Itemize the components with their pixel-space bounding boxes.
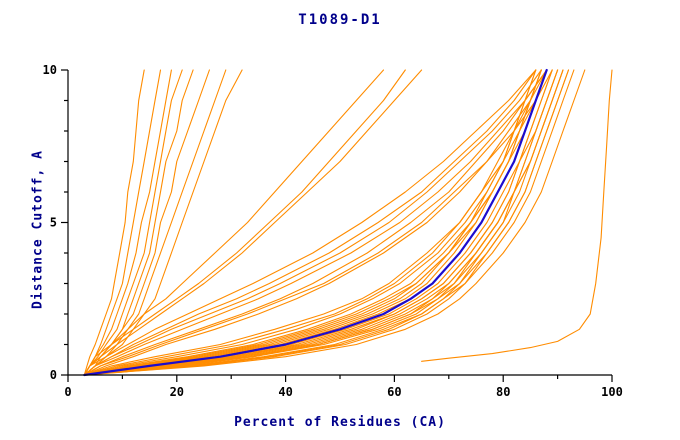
series-model-diag-03 (83, 69, 553, 376)
series-model-cluster-21 (83, 69, 586, 376)
x-tick-label: 0 (64, 385, 71, 399)
series-model-diag-05 (83, 69, 548, 376)
series-model-mid-01 (83, 69, 423, 376)
x-tick-label: 40 (278, 385, 292, 399)
series-model-left-01 (83, 69, 145, 376)
series-model-left-02 (83, 69, 162, 376)
y-tick-label: 0 (50, 368, 57, 382)
series-model-left-03 (83, 69, 172, 376)
series-model-left-07 (83, 69, 227, 376)
series-model-cluster-17 (83, 69, 570, 376)
series-model-mid-02 (83, 69, 385, 376)
series-model-left-06 (83, 69, 210, 376)
series-model-diag-07 (83, 69, 537, 376)
series-model-cluster-04 (83, 69, 542, 376)
series-model-cluster-18 (83, 69, 559, 376)
y-tick-label: 5 (50, 216, 57, 230)
x-axis-label: Percent of Residues (CA) (234, 415, 446, 430)
series-model-cluster-20 (83, 69, 564, 376)
series-model-cluster-16 (83, 69, 542, 376)
series-model-left-08 (83, 69, 243, 376)
series-model-diag-04 (83, 69, 548, 376)
x-tick-label: 60 (387, 385, 401, 399)
series-model-diag-02 (83, 69, 542, 376)
series-model-mid-03 (83, 69, 406, 376)
series-model-cluster-15 (83, 69, 548, 376)
series-model-right-outlier (421, 69, 613, 362)
series-model-cluster-19 (83, 69, 548, 376)
series-best-model-highlight (83, 68, 548, 377)
series-model-diag-06 (83, 69, 537, 376)
series-model-diag-01 (83, 69, 548, 376)
y-tick-label: 10 (43, 63, 57, 77)
x-tick-label: 20 (170, 385, 184, 399)
x-tick-label: 100 (601, 385, 623, 399)
chart-title: T1089-D1 (298, 12, 382, 28)
series-model-cluster-11 (83, 69, 548, 376)
series-model-cluster-05 (83, 69, 570, 376)
x-tick-label: 80 (496, 385, 510, 399)
series-model-cluster-08 (83, 69, 537, 376)
